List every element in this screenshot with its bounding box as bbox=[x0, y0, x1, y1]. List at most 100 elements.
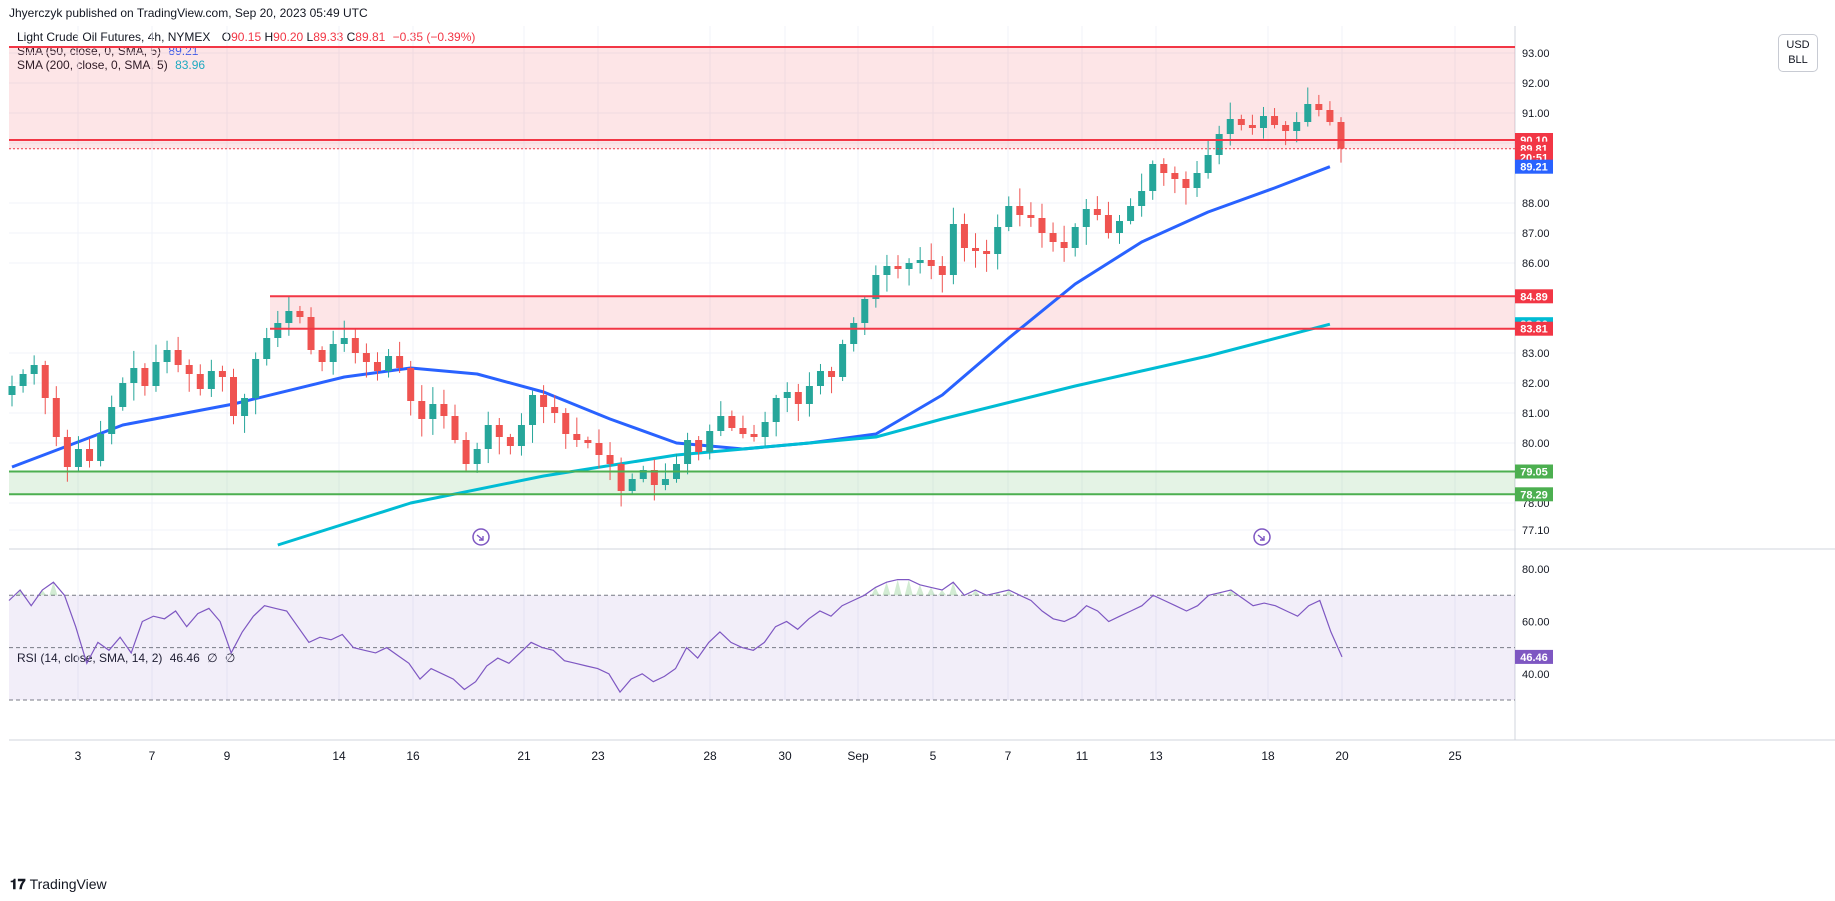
candle-body bbox=[517, 425, 525, 446]
candle-body bbox=[739, 428, 747, 434]
event-marker-icon bbox=[472, 528, 490, 546]
candle-body bbox=[1193, 173, 1201, 188]
price-tick-label: 83.00 bbox=[1522, 348, 1550, 360]
candle-body bbox=[130, 368, 138, 383]
candle-body bbox=[1259, 116, 1267, 128]
time-tick-label: 5 bbox=[930, 749, 937, 763]
candle-body bbox=[772, 398, 780, 422]
time-tick-label: 7 bbox=[1005, 749, 1012, 763]
price-label-box bbox=[1515, 464, 1553, 479]
candle-body bbox=[1204, 155, 1212, 173]
candle-body bbox=[661, 479, 669, 485]
price-tick-label: 80.00 bbox=[1522, 438, 1550, 450]
candle-body bbox=[872, 275, 880, 299]
candle-body bbox=[927, 260, 935, 266]
candle-body bbox=[230, 377, 237, 416]
currency-line-2: BLL bbox=[1788, 54, 1808, 66]
sma200-line bbox=[277, 322, 1331, 547]
price-label-box bbox=[1515, 487, 1553, 502]
rsi-tick-label: 80.00 bbox=[1522, 564, 1550, 576]
candle-body bbox=[1315, 104, 1323, 110]
candle-body bbox=[41, 365, 49, 398]
candle-body bbox=[396, 356, 404, 368]
candle-body bbox=[119, 383, 127, 407]
price-tick-label: 93.00 bbox=[1522, 48, 1550, 60]
rsi-extra-1: ∅ bbox=[207, 651, 217, 665]
candle-body bbox=[839, 344, 847, 377]
chart-zones bbox=[9, 47, 1515, 495]
candle-body bbox=[1071, 227, 1079, 248]
candle-body bbox=[152, 362, 160, 386]
candle-body bbox=[529, 395, 537, 425]
candle-body bbox=[1049, 233, 1057, 242]
candle-body bbox=[1160, 164, 1168, 173]
candle-body bbox=[407, 368, 415, 401]
candle-body bbox=[949, 224, 957, 275]
symbol-title: Light Crude Oil Futures, 4h, NYMEX bbox=[17, 30, 211, 44]
rsi-overbought-fill bbox=[16, 579, 1235, 596]
candle-body bbox=[97, 434, 105, 461]
time-tick-label: 21 bbox=[517, 749, 531, 763]
candle-body bbox=[1016, 206, 1024, 215]
candle-body bbox=[506, 437, 514, 446]
price-label-box bbox=[1515, 321, 1553, 336]
event-arrow-icon bbox=[476, 534, 484, 541]
ohlc-close: 89.81 bbox=[355, 30, 386, 44]
event-markers bbox=[472, 528, 1271, 546]
candle-body bbox=[163, 350, 171, 362]
price-label-text: 78.29 bbox=[1520, 489, 1548, 501]
currency-unit-button[interactable]: USD BLL bbox=[1778, 34, 1818, 72]
price-label-text: 83.81 bbox=[1520, 324, 1548, 336]
candle-body bbox=[329, 344, 337, 362]
time-tick-label: 18 bbox=[1261, 749, 1275, 763]
levels bbox=[9, 46, 1515, 496]
time-tick-label: 9 bbox=[224, 749, 231, 763]
rsi-line bbox=[8, 579, 1343, 694]
candle-body bbox=[252, 359, 260, 398]
candle-body bbox=[108, 407, 116, 434]
candle-body bbox=[8, 386, 16, 395]
time-tick-label: 14 bbox=[332, 749, 346, 763]
candle-body bbox=[972, 248, 980, 251]
candle-body bbox=[595, 443, 603, 455]
candle-body bbox=[1304, 104, 1312, 122]
candle-body bbox=[30, 365, 38, 374]
candle-body bbox=[916, 260, 924, 263]
candle-body bbox=[1005, 206, 1013, 227]
time-tick-label: Sep bbox=[847, 749, 869, 763]
candle-body bbox=[462, 440, 470, 464]
candle-body bbox=[196, 374, 204, 389]
moving-averages bbox=[11, 165, 1331, 547]
candle-body bbox=[606, 455, 614, 464]
sma200-legend[interactable]: SMA (200, close, 0, SMA, 5) 83.96 bbox=[17, 58, 205, 72]
candle-body bbox=[1082, 209, 1090, 227]
candle-body bbox=[1116, 221, 1123, 233]
support-zone bbox=[9, 471, 1515, 495]
candle-body bbox=[1149, 164, 1157, 191]
event-marker-icon bbox=[1253, 528, 1271, 546]
time-axis: 3 7 9 14 16 21 23 28 30 Sep 5 7 11 13 18 20 25 bbox=[75, 749, 1462, 763]
candle-body bbox=[74, 449, 82, 467]
candle-body bbox=[960, 224, 968, 248]
candle-body bbox=[805, 386, 813, 404]
price-label-box bbox=[1515, 159, 1553, 174]
candle-body bbox=[883, 266, 891, 275]
candle-body bbox=[551, 407, 559, 413]
price-tick-label: 77.10 bbox=[1522, 525, 1550, 537]
rsi-label-text: 46.46 bbox=[1520, 652, 1548, 664]
candle-body bbox=[1337, 122, 1345, 149]
candle-body bbox=[850, 323, 858, 344]
candle-body bbox=[218, 371, 226, 377]
tradingview-logo[interactable]: 𝟏𝟕 TradingView bbox=[10, 876, 107, 893]
time-tick-label: 30 bbox=[778, 749, 792, 763]
chart-grid bbox=[9, 26, 1835, 741]
price-tick-label: 88.00 bbox=[1522, 198, 1550, 210]
candle-body bbox=[19, 374, 27, 386]
candle-body bbox=[1293, 122, 1301, 131]
candle-body bbox=[617, 464, 625, 491]
currency-line-1: USD bbox=[1786, 39, 1810, 51]
candle-body bbox=[473, 449, 481, 464]
ohlc-low: 89.33 bbox=[313, 30, 344, 44]
price-labels: 90.1089.8120:5189.2184.8983.9683.8179.05… bbox=[1515, 133, 1553, 664]
